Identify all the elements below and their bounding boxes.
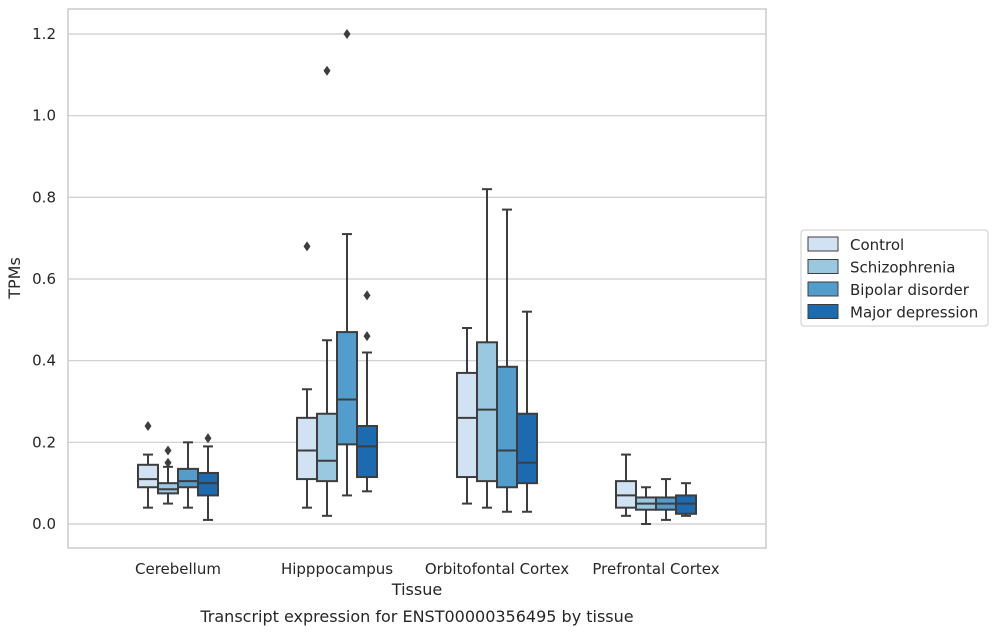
box-iqr: [316, 412, 338, 483]
box-major-depression: [356, 290, 378, 493]
legend-swatch: [807, 259, 839, 274]
legend-frame: [800, 229, 989, 327]
box-iqr: [496, 365, 518, 489]
legend-swatch: [807, 281, 839, 297]
outlier-point: [303, 241, 311, 252]
box-bipolar-disorder: [655, 478, 677, 521]
box-iqr: [177, 467, 199, 489]
box-major-depression: [197, 433, 219, 521]
chart-caption: Transcript expression for ENST0000035649…: [199, 607, 633, 626]
box-iqr: [615, 480, 637, 509]
outlier-point: [164, 445, 172, 456]
outlier-point: [363, 331, 371, 342]
plot-frame: [67, 8, 767, 549]
box-major-depression: [675, 482, 697, 517]
x-tick-label: Hipppocampus: [281, 560, 393, 578]
box-control: [456, 327, 478, 505]
box-iqr: [456, 371, 478, 479]
y-tick-label: 1.2: [32, 25, 56, 43]
outlier-point: [363, 290, 371, 301]
y-tick-label: 0.8: [32, 188, 56, 206]
box-iqr: [157, 482, 179, 495]
outlier-point: [343, 29, 351, 39]
legend-label: Major depression: [850, 304, 978, 322]
legend-label: Bipolar disorder: [850, 281, 970, 299]
grid-lines: [68, 33, 766, 525]
x-tick-labels: Cerebellum Hipppocampus Orbitofontal Corte…: [135, 560, 720, 578]
y-axis-label: TPMs: [5, 257, 24, 300]
legend-label: Schizophrenia: [850, 259, 955, 277]
box-schizophrenia: [157, 445, 179, 505]
box-bipolar-disorder: [177, 441, 199, 509]
box-schizophrenia: [635, 486, 657, 525]
box-schizophrenia: [316, 65, 338, 517]
y-tick-labels: 0.0 0.2 0.4 0.6 0.8 1.0 1.2: [32, 25, 56, 533]
outlier-point: [144, 421, 152, 431]
outlier-point: [164, 457, 172, 468]
box-control: [137, 421, 159, 509]
x-tick-label: Orbitofontal Cortex: [425, 560, 569, 578]
y-tick-label: 0.6: [32, 270, 56, 288]
x-axis-label: Tissue: [391, 580, 442, 599]
box-iqr: [516, 412, 538, 485]
y-tick-label: 0.0: [32, 515, 56, 533]
x-tick-label: Cerebellum: [135, 560, 221, 578]
box-control: [296, 241, 318, 509]
legend-swatch: [807, 304, 839, 319]
outlier-point: [204, 433, 212, 444]
box-control: [615, 453, 637, 517]
box-iqr: [356, 425, 378, 479]
box-iqr: [197, 471, 219, 497]
box-bipolar-disorder: [496, 208, 518, 513]
legend-label: Control: [850, 236, 904, 254]
box-iqr: [137, 463, 159, 489]
x-tick-label: Prefrontal Cortex: [592, 560, 719, 578]
y-tick-label: 1.0: [32, 107, 56, 125]
box-schizophrenia: [476, 188, 498, 509]
box-series: [137, 29, 697, 525]
box-major-depression: [516, 310, 538, 513]
box-iqr: [296, 416, 318, 481]
box-iqr: [336, 331, 358, 446]
box-bipolar-disorder: [336, 29, 358, 497]
y-tick-label: 0.4: [32, 352, 56, 370]
box-iqr: [476, 341, 498, 483]
y-tick-label: 0.2: [32, 433, 56, 451]
legend-swatch: [807, 236, 839, 252]
legend: Control Schizophrenia Bipolar disorder Majo…: [800, 229, 989, 327]
outlier-point: [323, 65, 331, 76]
box-iqr: [675, 494, 697, 515]
